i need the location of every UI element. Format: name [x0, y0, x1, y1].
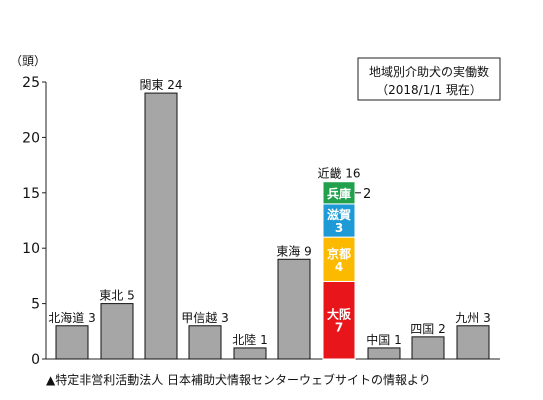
bar-labels: 北海道 3 東北 5 関東 24 甲信越 3 北陸 1 東海 9 近畿 16 中国 1 四国 2… — [48, 78, 490, 347]
y-axis-unit-label: （頭） — [10, 54, 46, 68]
stacked-bar-kinki: 大阪7 京都4 滋賀3 兵庫 2 — [322, 181, 371, 360]
bar — [277, 258, 311, 360]
bar-value-label: 東北 5 — [99, 289, 134, 303]
bar-value-label: 近畿 16 — [317, 167, 360, 181]
bar-value-label: 九州 3 — [455, 311, 490, 325]
bar-value-label: 関東 24 — [139, 78, 182, 92]
chart-title: 地域別介助犬の実働数 — [369, 64, 489, 79]
stack-segment-label: 3 — [335, 221, 343, 235]
chart-title-box: 地域別介助犬の実働数 （2018/1/1 現在） — [357, 57, 501, 101]
stack-segment-label: 兵庫 — [327, 186, 351, 201]
bar-value-label: 北海道 3 — [48, 310, 95, 325]
bar — [55, 325, 89, 360]
chart-subtitle: （2018/1/1 現在） — [376, 83, 482, 97]
stack-segment-label: 滋賀 — [327, 207, 351, 222]
bar-value-label: 四国 2 — [410, 322, 445, 336]
y-tick-label: 25 — [22, 75, 40, 91]
y-tick-label: 5 — [31, 297, 40, 313]
stack-segment — [322, 280, 356, 360]
source-note: ▲特定非営利活動法人 日本補助犬情報センターウェブサイトの情報より — [46, 372, 431, 387]
bar-value-label: 甲信越 3 — [181, 311, 228, 325]
stack-segment-label: 京都 — [327, 246, 351, 261]
bar — [367, 347, 401, 360]
title-box-frame — [357, 57, 501, 101]
bar — [188, 325, 222, 360]
bar-value-label: 北陸 1 — [232, 333, 267, 347]
stack-segment — [322, 203, 356, 238]
bar-value-label: 中国 1 — [366, 332, 401, 347]
stack-segment-label: 大阪 — [327, 307, 352, 322]
y-tick-label: 0 — [31, 352, 40, 368]
bars — [55, 92, 490, 360]
bar — [411, 336, 445, 360]
y-tick-label: 15 — [22, 186, 40, 202]
stack-segment-label: 7 — [335, 321, 343, 335]
bar — [456, 325, 490, 360]
stack-segment — [322, 236, 356, 282]
bar-value-label: 東海 9 — [276, 243, 311, 258]
bar — [100, 303, 134, 360]
y-tick-label: 20 — [22, 130, 40, 146]
bar — [233, 347, 267, 360]
stack-segment-outside-label: 2 — [363, 187, 371, 202]
stack-segment-label: 4 — [335, 260, 343, 274]
bar — [144, 92, 178, 360]
y-tick-label: 10 — [22, 241, 40, 257]
